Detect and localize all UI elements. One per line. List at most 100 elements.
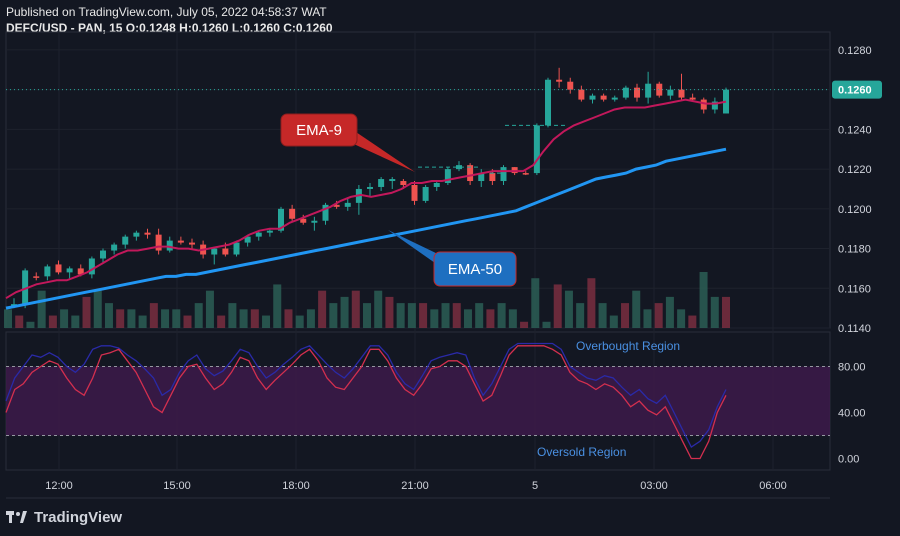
volume-bar	[250, 309, 259, 328]
volume-bar	[60, 309, 69, 328]
rsi-tick-label: 40.00	[838, 408, 866, 420]
volume-bar	[542, 321, 551, 328]
rsi-tick-label: 80.00	[838, 362, 866, 374]
volume-bar	[71, 315, 80, 328]
volume-bar	[430, 309, 439, 328]
last-price-tag	[832, 80, 882, 99]
candle-body	[144, 232, 151, 235]
candle-body	[656, 83, 663, 96]
volume-bar	[127, 309, 136, 328]
candle-body	[111, 244, 118, 251]
ema9-callout-label: EMA-9	[296, 122, 342, 139]
volume-bar	[598, 303, 607, 328]
rsi-panel: 80.00 40.00 0.00 Overbought Region Oversold …	[5, 339, 866, 466]
candle-body	[467, 165, 474, 182]
volume-bar	[149, 303, 158, 328]
candle-body	[222, 248, 229, 255]
volume-bar	[318, 290, 327, 328]
price-tick-label: 0.1200	[838, 204, 872, 216]
volume-bar	[688, 315, 697, 328]
volume-bar	[665, 296, 674, 328]
candle-body	[211, 248, 218, 255]
candle-body	[478, 173, 485, 182]
volume-bar	[82, 296, 91, 328]
price-tick-label: 0.1220	[838, 164, 872, 176]
candle-body	[333, 204, 340, 207]
candle-body	[11, 304, 17, 306]
rsi-tick-label: 0.00	[838, 454, 859, 466]
volume-bar	[419, 303, 428, 328]
time-tick-label: 06:00	[759, 480, 787, 492]
candle-body	[77, 268, 84, 275]
volume-bar	[486, 309, 495, 328]
volume-bar	[531, 278, 540, 328]
candle-body	[634, 87, 640, 98]
volume-bar	[26, 321, 35, 328]
volume-bar	[306, 309, 315, 328]
ema9-callout-pointer	[345, 128, 415, 172]
candle-body	[689, 97, 696, 100]
volume-bars	[4, 272, 730, 328]
volume-bar	[452, 303, 461, 328]
candle-body	[433, 183, 440, 187]
rsi-band	[6, 366, 830, 436]
candle-body	[567, 81, 574, 90]
candle-body	[233, 242, 240, 255]
candle-body	[723, 89, 729, 114]
candlesticks	[11, 67, 729, 309]
volume-bar	[205, 290, 214, 328]
time-tick-label: 15:00	[163, 480, 191, 492]
volume-bar	[475, 303, 484, 328]
candle-body	[645, 83, 652, 98]
candle-body	[378, 179, 385, 187]
ema9-line	[5, 98, 727, 300]
candle-body	[322, 204, 329, 221]
candle-body	[511, 167, 518, 174]
price-axis: 0.1280 0.1260 0.1240 0.1220 0.1200 0.1180 0.11…	[6, 45, 882, 492]
volume-bar	[228, 303, 237, 328]
volume-bar	[194, 303, 203, 328]
price-tick-label: 0.1240	[838, 124, 872, 136]
volume-bar	[172, 309, 181, 328]
ema9-callout-box	[280, 113, 358, 147]
tradingview-brand[interactable]: TradingView	[6, 509, 122, 526]
candle-body	[300, 218, 307, 223]
ema50-line	[5, 147, 727, 310]
ema50-callout-box	[433, 251, 517, 287]
volume-bar	[329, 303, 338, 328]
volume-bar	[553, 284, 562, 328]
volume-bar	[722, 296, 730, 328]
volume-bar	[104, 303, 113, 328]
volume-bar	[497, 303, 506, 328]
candle-body	[489, 173, 496, 182]
candle-body	[266, 230, 273, 233]
candle-body	[289, 208, 296, 219]
candle-body	[33, 276, 40, 278]
candle-body	[622, 87, 629, 98]
volume-bar	[677, 309, 686, 328]
volume-bar	[351, 290, 360, 328]
volume-bar	[295, 315, 304, 328]
volume-bar	[441, 303, 450, 328]
candle-body	[411, 184, 418, 201]
volume-bar	[396, 303, 405, 328]
volume-bar	[710, 296, 719, 328]
volume-bar	[48, 315, 57, 328]
candle-body	[44, 266, 51, 277]
price-tick-label: 0.1140	[838, 323, 871, 335]
volume-bar	[262, 315, 271, 328]
oversold-region-label: Oversold Region	[537, 445, 626, 459]
rsi-line	[5, 342, 727, 448]
rsi-line	[5, 345, 727, 460]
time-tick-label: 5	[532, 480, 538, 492]
candle-body	[122, 236, 129, 245]
price-tick-label: 0.1160	[838, 283, 871, 295]
candle-body	[88, 258, 95, 275]
brand-label: TradingView	[34, 509, 123, 526]
volume-bar	[217, 315, 226, 328]
candle-body	[400, 181, 407, 185]
candle-body	[189, 242, 195, 245]
volume-bar	[363, 303, 371, 328]
candle-body	[600, 95, 607, 100]
